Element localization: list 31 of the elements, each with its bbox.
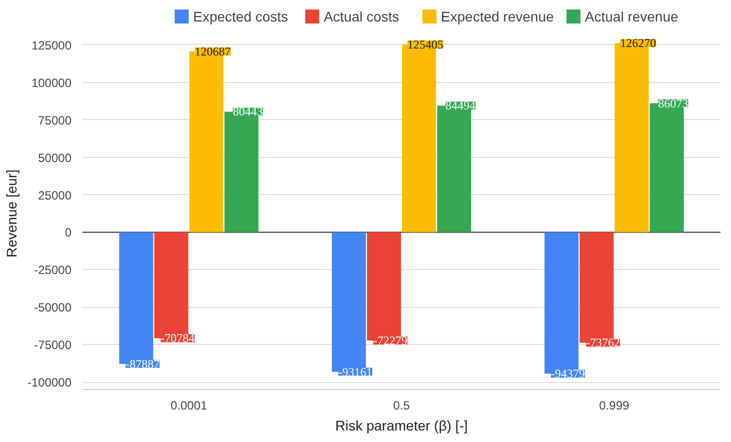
y-tick-label: 25000 bbox=[38, 188, 72, 202]
y-tick-label: 75000 bbox=[38, 113, 72, 128]
data-label: 120687 bbox=[194, 44, 231, 58]
y-tick-label: 0 bbox=[64, 226, 72, 240]
legend-label: Expected costs bbox=[193, 8, 288, 24]
data-label: 126270 bbox=[620, 36, 656, 50]
data-label: -70784 bbox=[160, 331, 195, 346]
x-axis-title: Risk parameter (β) [-] bbox=[335, 418, 468, 434]
x-tick-label: 0.0001 bbox=[170, 398, 208, 412]
data-label: -72279 bbox=[373, 333, 408, 348]
data-label: 86073 bbox=[658, 96, 688, 110]
y-tick-label: -75000 bbox=[34, 338, 72, 352]
legend-label: Actual revenue bbox=[584, 8, 678, 24]
data-label: 125405 bbox=[407, 37, 444, 52]
y-tick-label: 100000 bbox=[31, 76, 72, 90]
x-tick-label: 0.5 bbox=[393, 398, 410, 412]
data-label: -73762 bbox=[586, 336, 620, 350]
data-label: 84494 bbox=[446, 98, 476, 113]
data-label: 80443 bbox=[232, 104, 263, 119]
y-tick-label: 125000 bbox=[31, 38, 72, 52]
legend-label: Expected revenue bbox=[440, 8, 554, 24]
legend-label: Actual costs bbox=[324, 8, 400, 24]
data-label: -94379 bbox=[550, 366, 585, 381]
data-label: -87887 bbox=[126, 356, 160, 371]
data-label: -93161 bbox=[338, 364, 372, 379]
y-tick-label: 50000 bbox=[38, 150, 72, 165]
y-tick-label: -100000 bbox=[27, 376, 72, 390]
y-tick-label: -50000 bbox=[34, 300, 72, 315]
y-axis-title: Revenue [eur] bbox=[3, 170, 20, 258]
x-tick-label: 0.999 bbox=[599, 398, 630, 412]
y-tick-label: -25000 bbox=[34, 263, 72, 278]
